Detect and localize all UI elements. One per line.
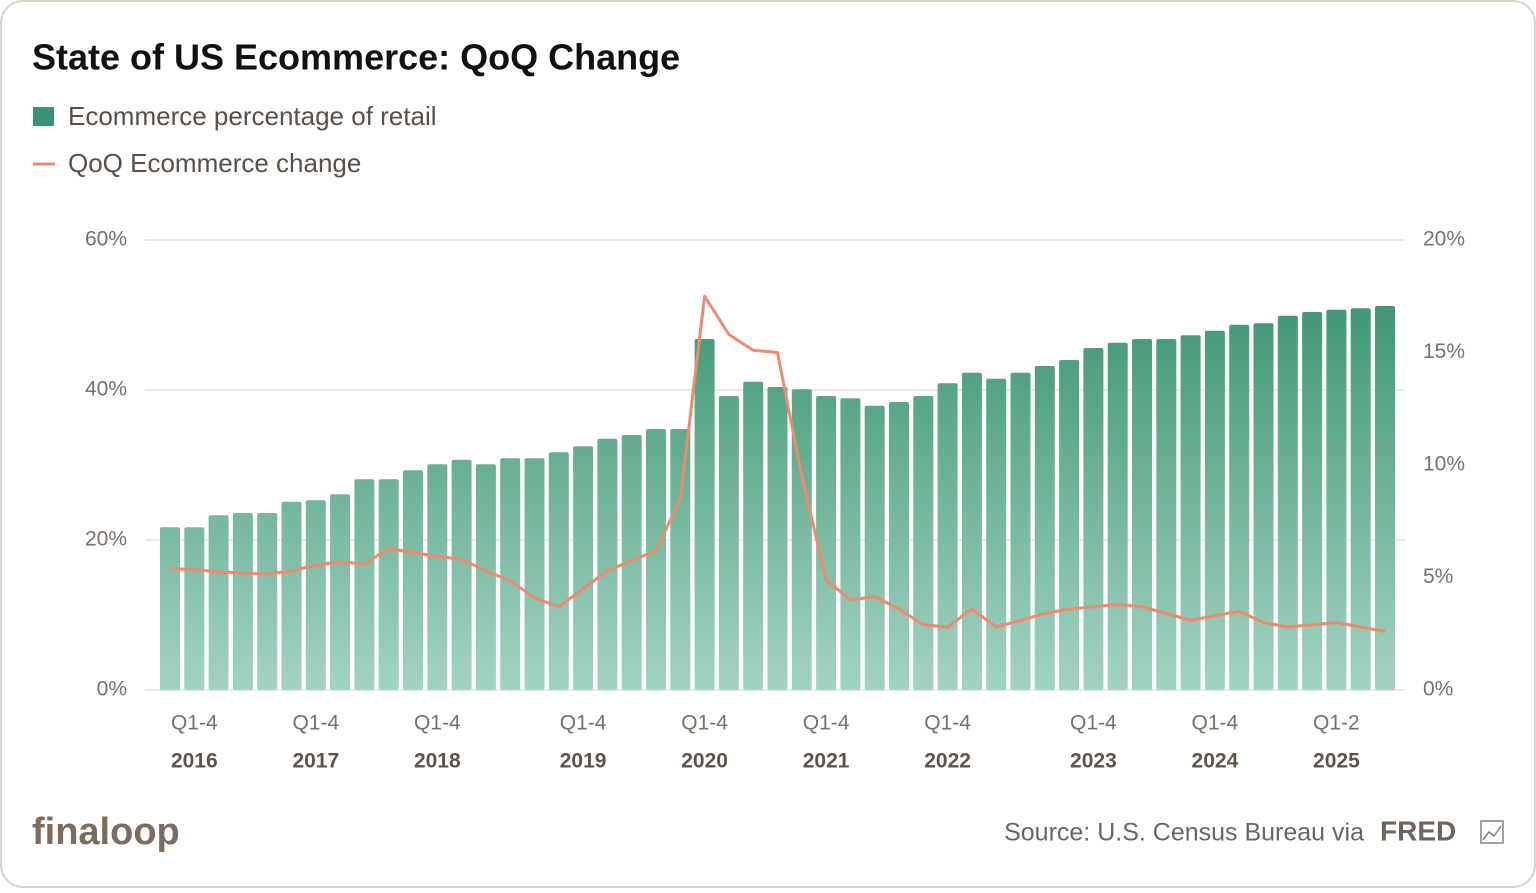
fred-icon xyxy=(1480,820,1504,844)
bar xyxy=(913,396,934,690)
y2-tick-label: 5% xyxy=(1423,565,1453,588)
bar xyxy=(1229,324,1250,690)
bar xyxy=(305,500,326,690)
bar xyxy=(670,429,691,690)
bar xyxy=(451,459,472,690)
plot-area: 0% 20% 40% 60% 0% 5% 10% 15% 20% Q1-4 2016 Q1-4 2017… xyxy=(85,228,1465,773)
legend-label: Ecommerce percentage of retail xyxy=(68,101,437,131)
line xyxy=(169,294,1386,633)
bar xyxy=(889,402,909,690)
x-tick-label: 2018 xyxy=(414,750,461,773)
bar xyxy=(1326,309,1347,690)
bar xyxy=(1375,306,1395,690)
bar xyxy=(840,398,861,690)
bar xyxy=(961,372,982,690)
bar xyxy=(403,470,423,690)
x-tick-sublabel: Q1-4 xyxy=(560,712,607,735)
bar xyxy=(1204,330,1225,690)
y2-tick-label: 15% xyxy=(1423,340,1465,363)
bar xyxy=(791,389,812,690)
bar xyxy=(330,494,351,690)
bar xyxy=(937,383,958,690)
bar xyxy=(1132,339,1152,690)
bar xyxy=(694,339,715,690)
x-tick-sublabel: Q1-4 xyxy=(1070,712,1117,735)
bar xyxy=(1059,360,1080,690)
x-tick-label: 2019 xyxy=(560,750,607,773)
bar xyxy=(184,527,205,690)
x-tick-sublabel: Q1-2 xyxy=(1313,712,1360,735)
source-brand: FRED xyxy=(1380,815,1456,846)
x-tick-label: 2023 xyxy=(1070,750,1117,773)
y-tick-label: 40% xyxy=(85,378,127,401)
bar xyxy=(1302,312,1323,690)
logo: finaloop xyxy=(32,811,180,853)
y-tick-label: 20% xyxy=(85,528,127,551)
bar xyxy=(1083,348,1104,690)
x-tick-sublabel: Q1-4 xyxy=(292,712,339,735)
x-tick-label: 2020 xyxy=(681,750,728,773)
bar xyxy=(1253,323,1274,690)
y-tick-label: 0% xyxy=(97,678,127,701)
x-tick-label: 2021 xyxy=(803,750,850,773)
legend-label: QoQ Ecommerce change xyxy=(68,148,361,178)
legend-swatch-bar xyxy=(33,107,54,126)
bar xyxy=(573,446,594,690)
bar xyxy=(1180,335,1201,690)
x-tick-sublabel: Q1-4 xyxy=(924,712,971,735)
y2-tick-label: 0% xyxy=(1423,678,1453,701)
y-tick-label: 60% xyxy=(85,228,127,251)
bar xyxy=(160,527,180,690)
bar xyxy=(232,513,253,690)
bar xyxy=(718,396,739,690)
bar xyxy=(548,452,569,690)
x-tick-sublabel: Q1-4 xyxy=(414,712,461,735)
bar xyxy=(1277,315,1298,690)
bar xyxy=(767,387,788,690)
bar xyxy=(743,381,764,690)
x-tick-label: 2017 xyxy=(292,750,339,773)
bar xyxy=(1350,308,1371,690)
x-tick-label: 2016 xyxy=(171,750,218,773)
bar xyxy=(986,378,1007,690)
bar xyxy=(427,464,448,690)
bar xyxy=(500,458,521,690)
bar xyxy=(257,513,278,690)
source-text: Source: U.S. Census Bureau via xyxy=(1004,819,1364,847)
bar xyxy=(1034,366,1055,690)
bar xyxy=(621,435,642,690)
bar xyxy=(816,396,837,690)
x-tick-sublabel: Q1-4 xyxy=(803,712,850,735)
bar xyxy=(1107,342,1128,690)
chart-title: State of US Ecommerce: QoQ Change xyxy=(32,37,680,78)
bar xyxy=(597,438,618,690)
bar xyxy=(378,479,399,690)
x-tick-sublabel: Q1-4 xyxy=(1192,712,1239,735)
bar xyxy=(1156,339,1177,690)
x-tick-label: 2022 xyxy=(924,750,971,773)
bar xyxy=(354,479,375,690)
bar xyxy=(864,405,885,690)
y2-tick-label: 10% xyxy=(1423,453,1465,476)
x-tick-label: 2024 xyxy=(1192,750,1239,773)
bar xyxy=(281,501,302,690)
bar xyxy=(208,515,229,690)
x-tick-label: 2025 xyxy=(1313,750,1360,773)
x-tick-sublabel: Q1-4 xyxy=(681,712,728,735)
bar xyxy=(1010,372,1031,690)
bar xyxy=(646,429,666,690)
y2-tick-label: 20% xyxy=(1423,228,1465,251)
bar xyxy=(524,458,545,690)
x-tick-sublabel: Q1-4 xyxy=(171,712,218,735)
bar xyxy=(475,464,496,690)
